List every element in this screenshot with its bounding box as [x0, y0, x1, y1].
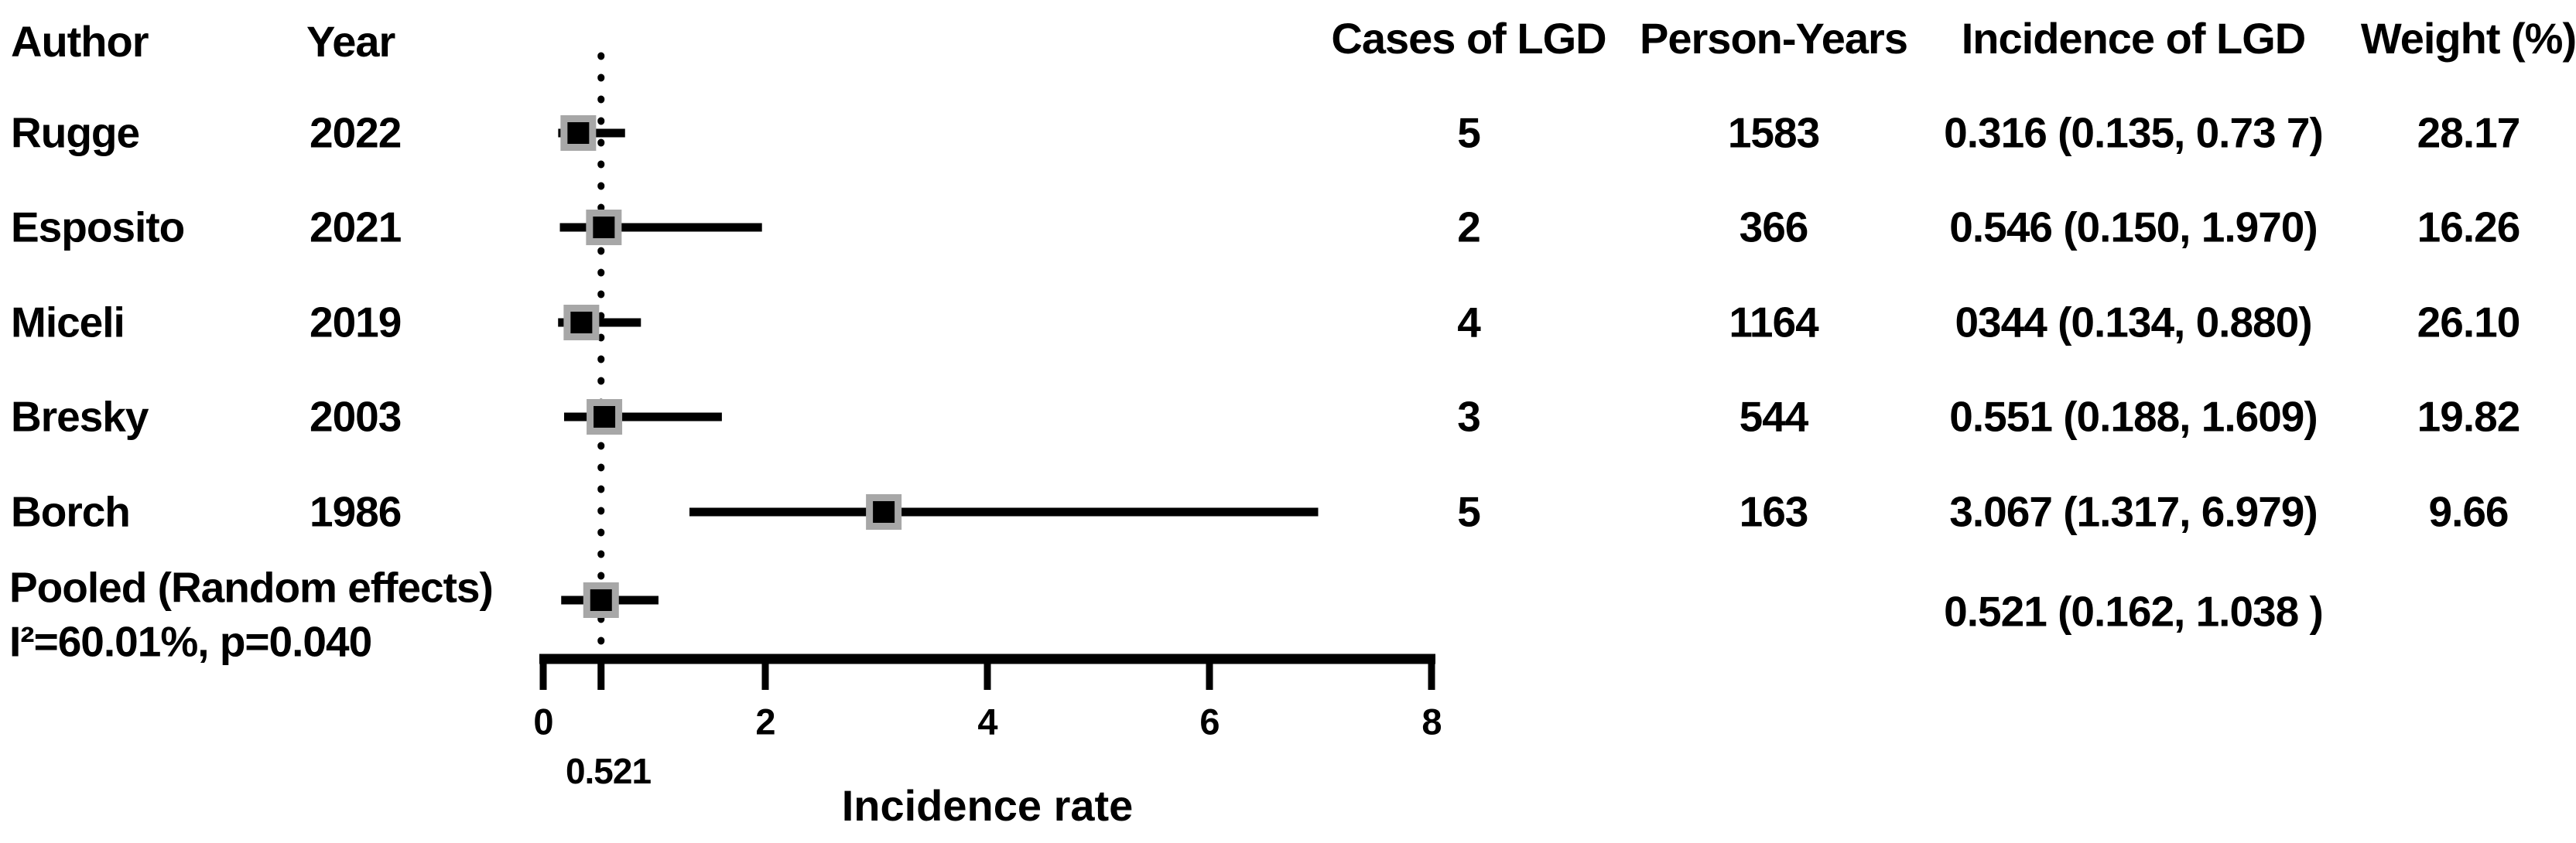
- person-years-cell-esposito: 366: [1739, 203, 1809, 251]
- weight-cell-borch: 9.66: [2428, 487, 2509, 536]
- pooled-marker: [590, 589, 612, 611]
- incidence-cell-esposito: 0.546 (0.150, 1.970): [1949, 203, 2318, 251]
- column-header-author: Author: [11, 17, 149, 66]
- study-borch-marker: [873, 501, 895, 523]
- incidence-cell-bresky: 0.551 (0.188, 1.609): [1949, 392, 2318, 441]
- weight-cell-bresky: 19.82: [2417, 392, 2521, 441]
- x-axis-tick-label-4: 4: [977, 701, 997, 742]
- x-axis-tick-label-8: 8: [1421, 701, 1442, 742]
- weight-cell-esposito: 16.26: [2417, 203, 2521, 251]
- x-axis-tick-label-2: 2: [755, 701, 775, 742]
- incidence-cell-miceli: 0344 (0.134, 0.880): [1955, 298, 2312, 346]
- cases-cell-esposito: 2: [1457, 203, 1481, 251]
- column-header-year: Year: [306, 17, 395, 66]
- year-cell-borch: 1986: [310, 487, 402, 536]
- year-cell-rugge: 2022: [310, 108, 402, 157]
- study-esposito-marker: [593, 217, 615, 238]
- weight-cell-miceli: 26.10: [2417, 298, 2521, 346]
- cases-cell-rugge: 5: [1457, 108, 1481, 157]
- person-years-cell-miceli: 1164: [1729, 298, 1818, 346]
- year-cell-esposito: 2021: [310, 203, 402, 251]
- author-cell-rugge: Rugge: [11, 108, 140, 157]
- pooled-heterogeneity-label: I²=60.01%, p=0.040: [9, 617, 372, 666]
- person-years-cell-borch: 163: [1739, 487, 1809, 536]
- incidence-cell-borch: 3.067 (1.317, 6.979): [1949, 487, 2318, 536]
- x-axis-title: Incidence rate: [841, 781, 1134, 830]
- pooled-row-label: Pooled (Random effects): [9, 563, 494, 612]
- author-cell-esposito: Esposito: [11, 203, 185, 251]
- x-axis-tick-label-6: 6: [1199, 701, 1220, 742]
- study-bresky-marker: [594, 406, 616, 428]
- column-header-cases: Cases of LGD: [1331, 14, 1606, 63]
- author-cell-miceli: Miceli: [11, 298, 125, 346]
- column-header-incidence: Incidence of LGD: [1961, 14, 2306, 63]
- year-cell-bresky: 2003: [310, 392, 402, 441]
- pooled-incidence-value: 0.521 (0.162, 1.038 ): [1944, 587, 2324, 636]
- year-cell-miceli: 2019: [310, 298, 402, 346]
- study-rugge-marker: [567, 122, 590, 144]
- person-years-cell-bresky: 544: [1739, 392, 1809, 441]
- pooled-estimate-tick-label: 0.521: [565, 751, 652, 791]
- study-miceli-marker: [570, 312, 593, 333]
- cases-cell-miceli: 4: [1457, 298, 1481, 346]
- column-header-weight: Weight (%): [2360, 14, 2576, 63]
- author-cell-borch: Borch: [11, 487, 131, 536]
- weight-cell-rugge: 28.17: [2417, 108, 2521, 157]
- cases-cell-bresky: 3: [1457, 392, 1481, 441]
- x-axis-tick-label-0: 0: [533, 701, 553, 742]
- author-cell-bresky: Bresky: [11, 392, 149, 441]
- incidence-cell-rugge: 0.316 (0.135, 0.73 7): [1944, 108, 2324, 157]
- column-header-person-years: Person-Years: [1640, 14, 1908, 63]
- person-years-cell-rugge: 1583: [1727, 108, 1820, 157]
- cases-cell-borch: 5: [1457, 487, 1481, 536]
